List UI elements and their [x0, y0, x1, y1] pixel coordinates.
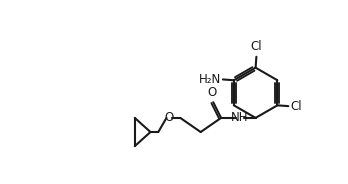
Text: NH: NH [231, 111, 249, 124]
Text: O: O [165, 111, 174, 124]
Text: O: O [207, 86, 216, 99]
Text: H₂N: H₂N [199, 73, 221, 86]
Text: Cl: Cl [291, 100, 302, 113]
Text: Cl: Cl [251, 40, 262, 53]
